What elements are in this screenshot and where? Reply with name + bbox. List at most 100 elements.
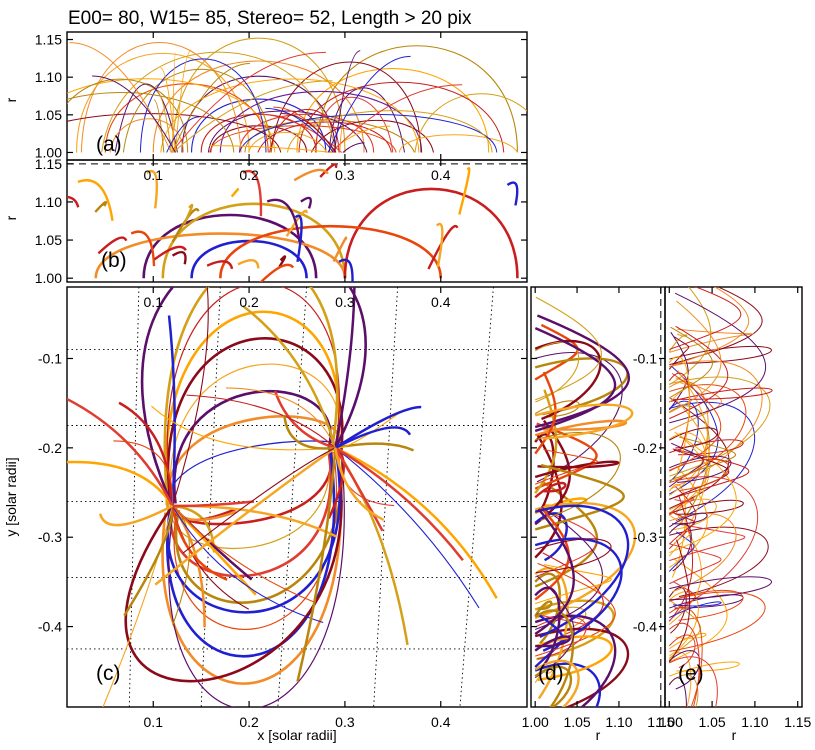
y-tick-label: -0.2 bbox=[633, 440, 657, 456]
side-loop-e bbox=[669, 526, 769, 598]
loop-a bbox=[67, 113, 282, 153]
loop-b bbox=[97, 236, 128, 255]
side-loop-e bbox=[668, 539, 691, 663]
side-loop-e bbox=[669, 476, 759, 610]
loop-a bbox=[398, 134, 519, 153]
loop-b bbox=[266, 198, 301, 243]
field-line bbox=[154, 446, 337, 586]
side-loop-d bbox=[534, 600, 553, 617]
field-line bbox=[242, 304, 337, 449]
field-line bbox=[118, 401, 174, 506]
y-tick-label: -0.3 bbox=[633, 529, 657, 545]
side-loop-e bbox=[669, 387, 773, 403]
field-line bbox=[174, 450, 333, 526]
panel-c-frame bbox=[66, 286, 528, 708]
side-loop-e bbox=[668, 606, 703, 707]
panel-label-c: (c) bbox=[96, 662, 121, 685]
side-loop-e bbox=[669, 372, 722, 472]
side-loop-d bbox=[534, 371, 557, 455]
loop-a bbox=[296, 68, 490, 153]
x-tick-label: 1.05 bbox=[563, 714, 590, 730]
loop-a bbox=[101, 51, 336, 153]
side-loop-e bbox=[669, 589, 744, 621]
panel-b-frame bbox=[66, 159, 528, 283]
loop-a bbox=[219, 90, 423, 153]
field-line bbox=[283, 414, 336, 450]
loop-b bbox=[219, 224, 443, 279]
x-tick-label-top: 0.3 bbox=[335, 294, 355, 310]
side-loop-d bbox=[534, 665, 573, 707]
side-loop-e bbox=[668, 634, 696, 669]
field-line bbox=[334, 405, 422, 449]
field-line bbox=[151, 405, 336, 451]
field-line bbox=[186, 394, 336, 449]
loop-b bbox=[242, 170, 263, 217]
grid-line bbox=[459, 287, 494, 707]
side-loop-e bbox=[668, 523, 692, 572]
side-loop-e bbox=[669, 439, 744, 456]
side-loop-e bbox=[669, 558, 728, 663]
loop-a bbox=[252, 113, 342, 153]
loop-b bbox=[130, 230, 156, 267]
loop-a bbox=[160, 78, 420, 153]
panel-label-a: (a) bbox=[96, 133, 122, 156]
side-loop-e bbox=[668, 370, 709, 496]
side-loop-e bbox=[668, 511, 696, 545]
side-loop-e bbox=[669, 661, 740, 677]
x-tick-label-top: 0.3 bbox=[335, 167, 355, 183]
x-tick-label-top: 0.2 bbox=[239, 294, 259, 310]
loop-b bbox=[153, 245, 187, 261]
side-loop-e bbox=[668, 581, 696, 622]
field-line bbox=[170, 447, 331, 549]
x-tick-label-top: 0.4 bbox=[431, 294, 451, 310]
field-line bbox=[166, 447, 342, 614]
side-loop-d bbox=[534, 586, 561, 668]
loop-a bbox=[160, 67, 176, 153]
side-loop-e bbox=[669, 431, 737, 554]
field-line bbox=[171, 505, 228, 581]
loop-a bbox=[175, 49, 192, 153]
field-line bbox=[174, 443, 344, 604]
loop-b bbox=[237, 259, 260, 269]
side-loop-d bbox=[534, 614, 617, 707]
loop-a bbox=[171, 51, 326, 153]
side-loop-e bbox=[669, 499, 744, 515]
field-line bbox=[169, 363, 341, 509]
loop-b bbox=[94, 232, 347, 279]
x-tick-label: 0.1 bbox=[144, 714, 164, 730]
loop-b bbox=[259, 263, 295, 282]
field-line bbox=[167, 315, 176, 507]
side-loop-e bbox=[668, 651, 692, 707]
side-loop-d bbox=[534, 506, 603, 630]
side-loop-e bbox=[669, 656, 718, 707]
field-line bbox=[182, 447, 336, 554]
x-tick-label-top: 0.2 bbox=[239, 167, 259, 183]
y-tick-label: 1.15 bbox=[35, 32, 62, 48]
loop-a bbox=[114, 83, 178, 153]
side-loop-e bbox=[669, 287, 742, 350]
loop-b bbox=[206, 260, 234, 270]
field-line bbox=[124, 447, 343, 683]
loop-b bbox=[146, 170, 159, 209]
panel-e-loops bbox=[668, 287, 773, 707]
loop-a bbox=[339, 126, 344, 153]
panel-d-xlabel: r bbox=[596, 727, 601, 743]
loop-b bbox=[183, 203, 194, 224]
loop-a bbox=[310, 119, 435, 153]
field-line bbox=[226, 387, 336, 449]
side-loop-e bbox=[669, 300, 722, 414]
loop-a bbox=[331, 84, 463, 153]
loop-a bbox=[247, 132, 328, 153]
side-loop-d bbox=[534, 341, 580, 403]
x-tick-label-top: 0.1 bbox=[144, 294, 164, 310]
loop-b bbox=[319, 163, 338, 178]
side-loop-d bbox=[534, 463, 625, 531]
loop-a bbox=[200, 113, 317, 153]
field-line bbox=[113, 440, 174, 506]
loop-a bbox=[414, 93, 527, 153]
side-loop-d bbox=[535, 564, 612, 605]
field-line bbox=[168, 442, 345, 707]
panel-a-frame bbox=[66, 31, 528, 161]
loop-a bbox=[109, 118, 184, 153]
